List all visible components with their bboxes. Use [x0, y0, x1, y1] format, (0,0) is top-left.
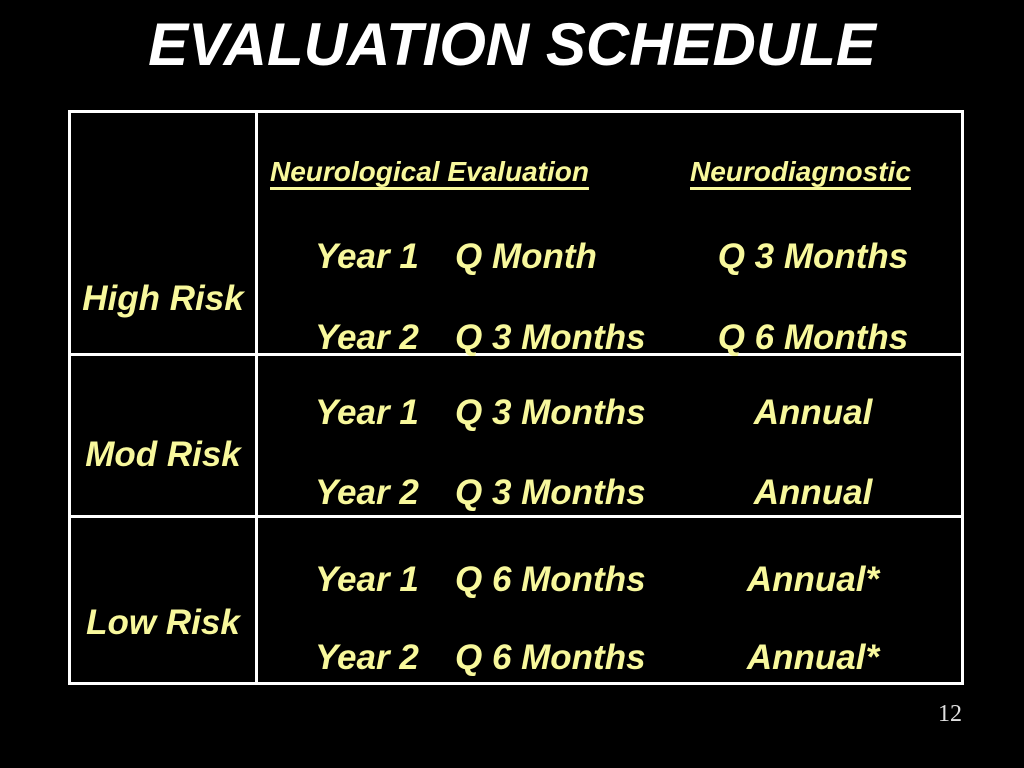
year-label: Year 2 — [315, 473, 419, 512]
diagnostic-frequency: Annual — [753, 393, 873, 432]
risk-label-cell-mod: Mod Risk — [71, 356, 258, 518]
evaluation-schedule-table: High Risk Neurological Evaluation Neurod… — [68, 110, 964, 685]
schedule-cell-mod: Year 1 Q 3 Months Annual Year 2 Q 3 Mont… — [258, 356, 961, 518]
diagnostic-frequency: Annual* — [746, 560, 880, 599]
slide-page-number: 12 — [938, 701, 962, 727]
risk-label-cell-low: Low Risk — [71, 518, 258, 682]
evaluation-frequency: Q 6 Months — [455, 560, 646, 599]
risk-label-cell-high: High Risk — [71, 113, 258, 356]
risk-label-high: High Risk — [82, 279, 244, 318]
risk-label-mod: Mod Risk — [85, 434, 241, 474]
evaluation-frequency: Q Month — [455, 237, 597, 276]
schedule-row-low-year2: Year 2 Q 6 Months Annual* — [258, 640, 961, 675]
column-header-row: Neurological Evaluation Neurodiagnostic — [258, 155, 961, 189]
year-label: Year 1 — [315, 393, 419, 432]
evaluation-frequency: Q 6 Months — [455, 638, 646, 677]
evaluation-frequency: Q 3 Months — [455, 318, 646, 357]
year-label: Year 1 — [315, 237, 419, 276]
neurodiagnostic-header: Neurodiagnostic — [690, 156, 911, 187]
schedule-cell-high: Neurological Evaluation Neurodiagnostic … — [258, 113, 961, 356]
evaluation-frequency: Q 3 Months — [455, 473, 646, 512]
schedule-row-mod-year1: Year 1 Q 3 Months Annual — [258, 395, 961, 430]
year-label: Year 2 — [315, 318, 419, 357]
diagnostic-frequency: Q 6 Months — [717, 318, 909, 357]
diagnostic-frequency: Q 3 Months — [717, 237, 909, 276]
schedule-row-high-year1: Year 1 Q Month Q 3 Months — [258, 239, 961, 274]
slide-title: EVALUATION SCHEDULE — [148, 11, 876, 78]
diagnostic-frequency: Annual — [753, 473, 873, 512]
schedule-cell-low: Year 1 Q 6 Months Annual* Year 2 Q 6 Mon… — [258, 518, 961, 682]
year-label: Year 1 — [315, 560, 419, 599]
evaluation-frequency: Q 3 Months — [455, 393, 646, 432]
schedule-row-high-year2: Year 2 Q 3 Months Q 6 Months — [258, 320, 961, 355]
risk-label-low: Low Risk — [86, 603, 240, 642]
schedule-row-mod-year2: Year 2 Q 3 Months Annual — [258, 475, 961, 510]
neurological-evaluation-header: Neurological Evaluation — [270, 156, 589, 187]
schedule-row-low-year1: Year 1 Q 6 Months Annual* — [258, 562, 961, 597]
year-label: Year 2 — [315, 638, 419, 677]
diagnostic-frequency: Annual* — [746, 638, 880, 677]
